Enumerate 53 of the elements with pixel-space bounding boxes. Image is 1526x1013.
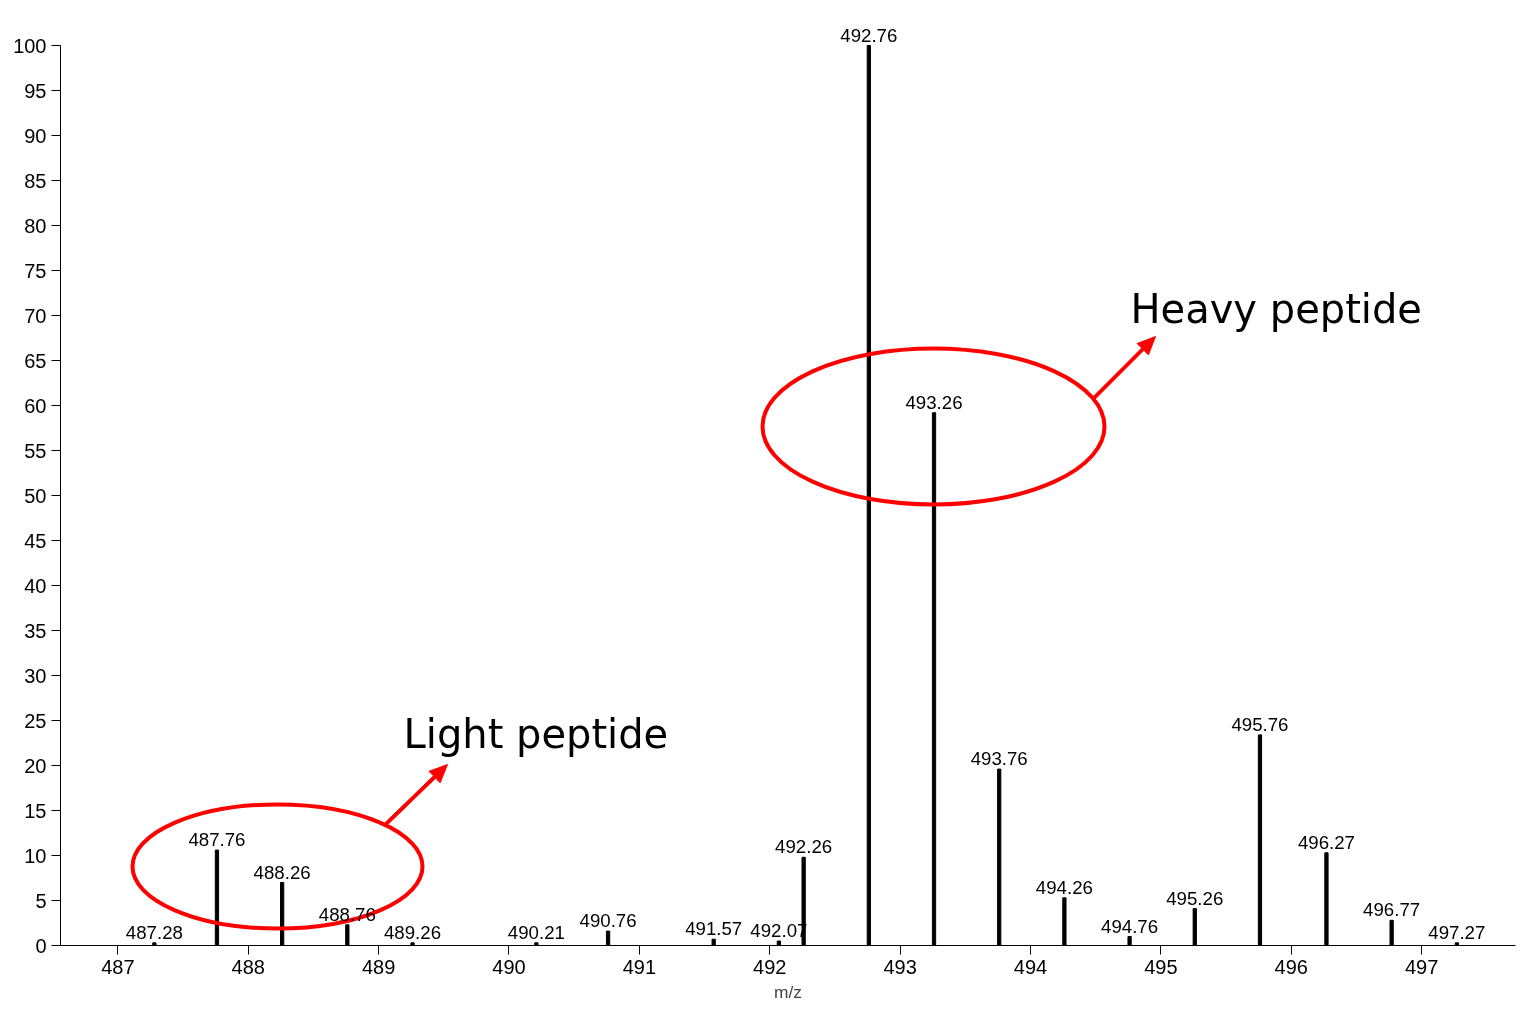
x-tick-label: 497 [1404, 955, 1439, 978]
annotation: 495.76 [1231, 713, 1289, 735]
annotation: 487.76 [188, 829, 246, 851]
x-tick-label: 490 [492, 955, 526, 978]
y-tick-label: 70 [24, 304, 47, 327]
annotation: 493.26 [905, 391, 963, 413]
annotation: 492.76 [840, 24, 898, 46]
y-tick-label: 45 [24, 529, 47, 552]
y-tick-label: 15 [24, 799, 47, 822]
annotation: 492.26 [775, 836, 833, 858]
x-tick-label: 494 [1013, 955, 1048, 978]
y-tick-label: 5 [35, 889, 47, 912]
y-tick-label: 100 [13, 34, 47, 57]
y-tick-label: 60 [24, 394, 47, 417]
y-tick-label: 95 [24, 79, 47, 102]
y-tick-label: 30 [24, 664, 47, 687]
x-tick-label: 495 [1144, 955, 1178, 978]
annotation: 495.26 [1166, 887, 1224, 909]
x-tick-label: 492 [753, 955, 787, 978]
x-axis-title: m/z [774, 981, 802, 1002]
annotation: 487.28 [125, 921, 183, 943]
y-tick-label: 10 [24, 844, 47, 867]
annotation: 491.57 [685, 918, 743, 940]
annotation: 496.77 [1363, 899, 1421, 921]
x-tick-label: 489 [361, 955, 396, 978]
y-tick-label: 55 [24, 439, 47, 462]
y-tick-label: 40 [24, 574, 47, 597]
y-tick-label: 20 [24, 754, 47, 777]
x-tick-label: 496 [1274, 955, 1308, 978]
y-tick-label: 0 [35, 934, 47, 957]
y-tick-label: 50 [24, 484, 47, 507]
annotation: 494.76 [1101, 915, 1159, 937]
y-tick-label: 65 [24, 349, 47, 372]
annotation: Light peptide [403, 710, 669, 757]
annotation: 493.76 [970, 748, 1028, 770]
x-tick-label: 488 [231, 955, 265, 978]
annotation: 490.76 [579, 910, 637, 932]
annotation: 497.27 [1428, 921, 1486, 943]
y-tick-label: 35 [24, 619, 47, 642]
annotation: Heavy peptide [1130, 285, 1422, 332]
x-tick-label: 487 [101, 955, 135, 978]
x-tick-label: 491 [622, 955, 657, 978]
y-tick-label: 75 [24, 259, 47, 282]
annotation: 489.26 [383, 921, 442, 943]
y-tick-label: 90 [24, 124, 47, 147]
y-tick-label: 25 [24, 709, 47, 732]
x-tick-label: 493 [883, 955, 917, 978]
annotation: 490.21 [507, 921, 565, 943]
annotation: 488.26 [253, 861, 311, 883]
annotation: 496.27 [1297, 831, 1355, 853]
y-tick-label: 80 [24, 214, 47, 237]
y-tick-label: 85 [24, 169, 47, 192]
annotation: 494.26 [1035, 876, 1093, 898]
